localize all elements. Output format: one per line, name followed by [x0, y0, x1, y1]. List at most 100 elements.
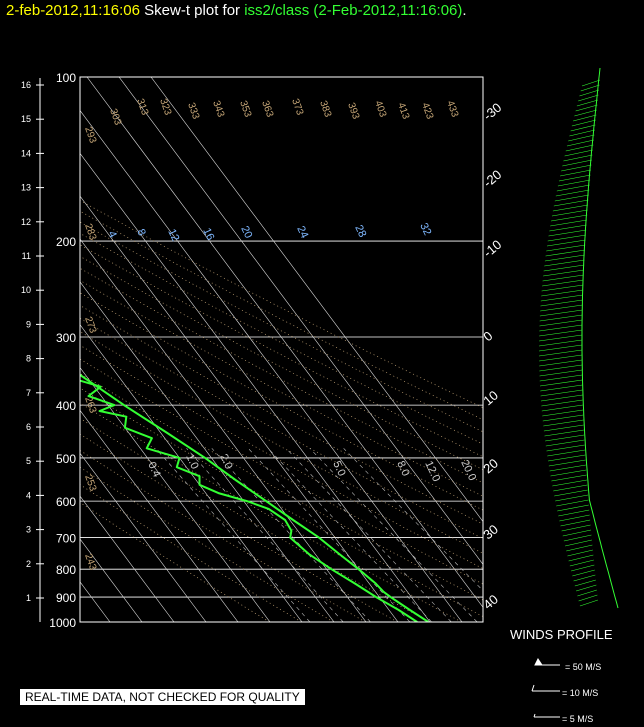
adiabat-label: 253 [82, 473, 98, 493]
mixing-ratio-label: 8.0 [394, 459, 411, 478]
isotherm-line [80, 281, 335, 622]
wind-barb [545, 249, 586, 257]
wind-barb [564, 149, 593, 157]
wind-barb [559, 514, 590, 522]
temperature-profile [80, 373, 429, 622]
dry-adiabat [80, 466, 334, 622]
mixing-ratio-label: 12 [165, 227, 181, 243]
adiabat-label: 273 [82, 315, 98, 335]
mixing-ratio-label: 20 [238, 224, 254, 240]
pressure-tick-label: 600 [56, 495, 76, 509]
dry-adiabat [80, 221, 483, 433]
wind-barb [551, 474, 587, 482]
wind-barb [573, 574, 596, 582]
quality-notice: REAL-TIME DATA, NOT CHECKED FOR QUALITY [20, 689, 305, 705]
wind-barb [549, 464, 586, 472]
wind-barb [554, 489, 588, 497]
wind-barb [539, 354, 583, 362]
adiabat-label: 283 [82, 222, 98, 242]
wind-barb [571, 564, 595, 572]
title-date: 2-feb-2012,11:16:06 [6, 2, 140, 19]
adiabat-label: 413 [395, 101, 411, 121]
height-tick-label: 10 [21, 285, 31, 295]
height-tick-label: 6 [26, 422, 31, 432]
pressure-tick-label: 100 [56, 71, 76, 85]
wind-barb [550, 469, 587, 477]
adiabat-label: 383 [317, 99, 333, 119]
wind-barb [539, 309, 583, 317]
wind-barb [576, 584, 597, 592]
dry-adiabat [80, 358, 483, 585]
wind-barb [540, 394, 583, 402]
height-tick-label: 8 [26, 354, 31, 364]
wind-barb [578, 94, 599, 102]
wind-barb [539, 329, 583, 337]
wind-barb [539, 314, 583, 322]
adiabat-label: 323 [157, 97, 173, 117]
wind-barb [553, 484, 588, 492]
wind-barb [544, 254, 585, 262]
wind-barb [575, 104, 598, 112]
wind-barb [538, 344, 583, 352]
pressure-tick-label: 500 [56, 452, 76, 466]
wind-barb [556, 184, 590, 192]
wind-barb [573, 114, 597, 122]
wind-barb [543, 264, 585, 272]
isotherm-line [80, 152, 431, 622]
wind-barb [546, 244, 586, 252]
isotherm-line [80, 367, 271, 622]
wind-barb [561, 164, 592, 172]
wind-barb [558, 509, 590, 517]
isotherm-line [118, 77, 483, 565]
wind-barb [545, 434, 585, 442]
mixing-ratio-label: 24 [294, 224, 310, 240]
wind-barb [555, 494, 589, 502]
wind-barb [541, 284, 584, 292]
adiabat-label: 433 [444, 99, 460, 119]
wind-barb [572, 569, 595, 577]
height-tick-label: 13 [21, 183, 31, 193]
pressure-tick-label: 800 [56, 563, 76, 577]
wind-barb [542, 274, 584, 282]
wind-barb [563, 154, 593, 162]
pressure-tick-label: 200 [56, 235, 76, 249]
mixing-ratio-label: 0.4 [145, 460, 162, 479]
wind-barb [540, 299, 583, 307]
dry-adiabat [80, 372, 483, 601]
height-tick-label: 7 [26, 388, 31, 398]
wind-barb [539, 379, 583, 387]
wind-barb [543, 419, 584, 427]
wind-barb [540, 389, 583, 397]
wind-barb [550, 219, 587, 227]
wind-barb [539, 359, 583, 367]
wind-barb [540, 294, 583, 302]
mixing-ratio-line [309, 448, 478, 622]
title-source: iss2/class (2-Feb-2012,11:16:06) [244, 2, 463, 19]
wind-barb [571, 119, 596, 127]
title-prefix: Skew-t plot for [144, 2, 241, 19]
wind-barb [569, 559, 594, 567]
isotherm-line [0, 77, 14, 622]
wind-barb [548, 459, 586, 467]
wind-barb [560, 519, 591, 527]
wind-barb [563, 534, 592, 542]
adiabat-label: 303 [107, 107, 123, 127]
wind-barb [545, 439, 585, 447]
wind-barb [555, 189, 590, 197]
adiabat-label: 353 [237, 99, 253, 119]
wind-barb [568, 134, 595, 142]
wind-barb [557, 179, 591, 187]
height-tick-label: 9 [26, 319, 31, 329]
wind-barb [539, 349, 583, 357]
wind-barb [570, 124, 596, 132]
right-temp-label: -10 [480, 237, 504, 261]
pressure-tick-label: 700 [56, 532, 76, 546]
dry-adiabat [80, 484, 302, 622]
chart-title: 2-feb-2012,11:16:06 Skew-t plot for iss2… [6, 2, 467, 19]
height-tick-label: 2 [26, 559, 31, 569]
wind-barb [539, 319, 583, 327]
mixing-ratio-label: 28 [352, 223, 368, 239]
isotherm-line [80, 409, 239, 622]
mixing-ratio-line [285, 448, 452, 622]
